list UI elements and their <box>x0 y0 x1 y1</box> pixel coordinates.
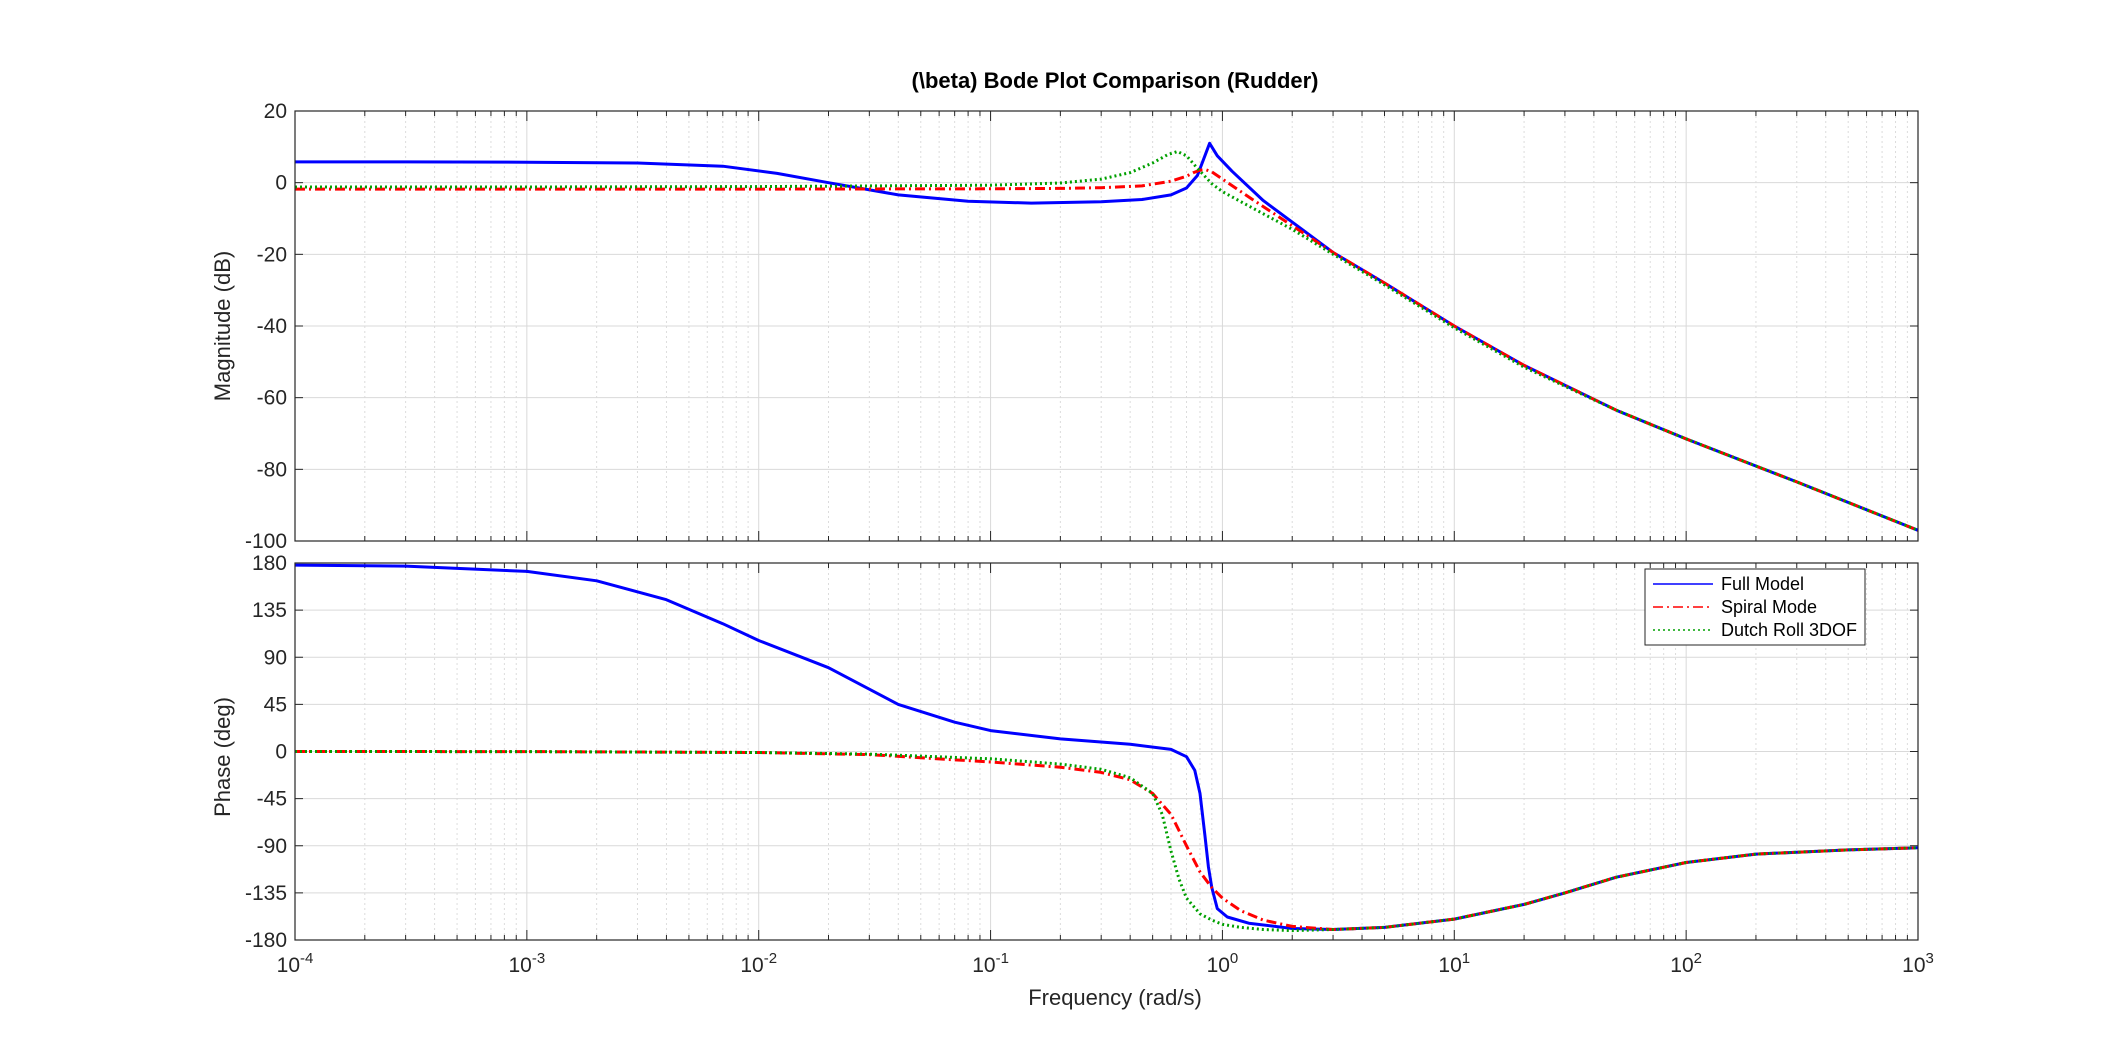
series-line-dutch-roll-3dof <box>295 150 1918 532</box>
y-tick-label: 45 <box>264 693 287 716</box>
phase-panel: 180 135 90 45 0 -45 -90 -135 -180 <box>245 552 1919 952</box>
legend-label: Spiral Mode <box>1721 597 1817 617</box>
y-tick-label: -20 <box>257 243 287 266</box>
y-tick-label: 135 <box>252 599 287 622</box>
legend-label: Full Model <box>1721 574 1804 594</box>
magnitude-y-axis-label: Magnitude (dB) <box>210 251 235 401</box>
x-axis-label: Frequency (rad/s) <box>1028 985 1202 1010</box>
y-tick-label: -100 <box>245 530 287 553</box>
y-tick-label: 180 <box>252 552 287 575</box>
y-tick-label: -80 <box>257 458 287 481</box>
y-tick-label: -60 <box>257 387 287 410</box>
y-tick-label: 90 <box>264 646 287 669</box>
series-line-full-model <box>295 141 1918 532</box>
x-tick-label: 10-3 <box>509 950 546 977</box>
axes-box <box>294 110 1919 542</box>
axes-box <box>294 562 1919 941</box>
y-tick-label: -135 <box>245 882 287 905</box>
x-tick-label: 102 <box>1670 950 1702 977</box>
y-tick-label: -45 <box>257 788 287 811</box>
x-tick-label: 100 <box>1207 950 1239 977</box>
y-tick-label: 0 <box>275 741 287 764</box>
x-tick-label: 10-2 <box>740 950 777 977</box>
y-tick-label: -180 <box>245 929 287 952</box>
x-tick-label: 10-4 <box>277 950 314 977</box>
legend-label: Dutch Roll 3DOF <box>1721 620 1857 640</box>
magnitude-panel: 20 0 -20 -40 -60 -80 -100 <box>245 100 1919 553</box>
y-tick-label: -90 <box>257 835 287 858</box>
chart-title: (\beta) Bode Plot Comparison (Rudder) <box>912 68 1319 93</box>
phase-y-axis-label: Phase (deg) <box>210 697 235 817</box>
y-tick-label: 20 <box>264 100 287 123</box>
x-tick-label: 103 <box>1902 950 1934 977</box>
series-line-spiral-mode <box>295 168 1918 532</box>
legend: Full Model Spiral Mode Dutch Roll 3DOF <box>1644 568 1866 646</box>
y-tick-label: 0 <box>275 172 287 195</box>
x-tick-label: 10-1 <box>972 950 1009 977</box>
x-tick-label: 101 <box>1438 950 1470 977</box>
y-tick-label: -40 <box>257 315 287 338</box>
